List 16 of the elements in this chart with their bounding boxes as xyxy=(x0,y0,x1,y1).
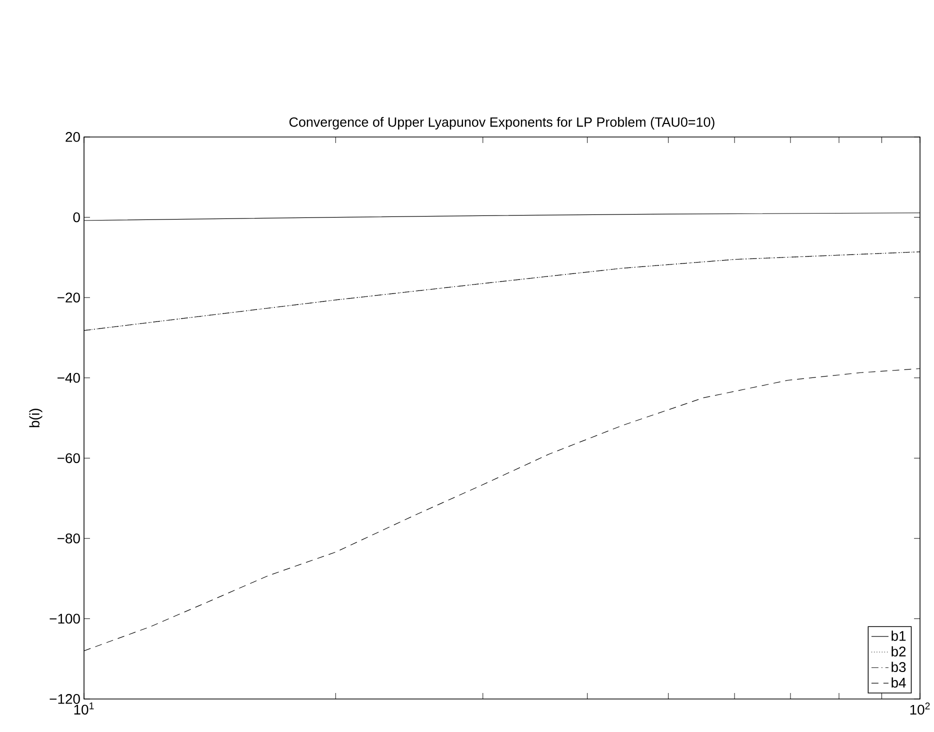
y-tick-label: 20 xyxy=(66,132,80,142)
legend-label: b2 xyxy=(892,646,906,656)
y-tick-label: −60 xyxy=(58,453,80,464)
y-tick-label: 0 xyxy=(73,212,80,222)
legend-label: b3 xyxy=(892,662,906,672)
y-tick-label: −120 xyxy=(50,694,80,704)
y-axis-title: b(i) xyxy=(29,408,42,428)
legend-label: b1 xyxy=(892,630,906,641)
y-tick-label: −20 xyxy=(58,292,80,303)
y-tick-label: −40 xyxy=(58,372,80,383)
legend-label: b4 xyxy=(892,677,906,688)
x-tick-label: 10$^{2}$ xyxy=(910,702,930,715)
y-tick-label: −80 xyxy=(58,533,80,544)
y-tick-label: −100 xyxy=(50,614,80,624)
chart-title: Convergence of Upper Lyapunov Exponents for LP Problem (TAU0=10) xyxy=(289,116,714,130)
x-tick-label: 10$^{1}$ xyxy=(74,702,94,715)
